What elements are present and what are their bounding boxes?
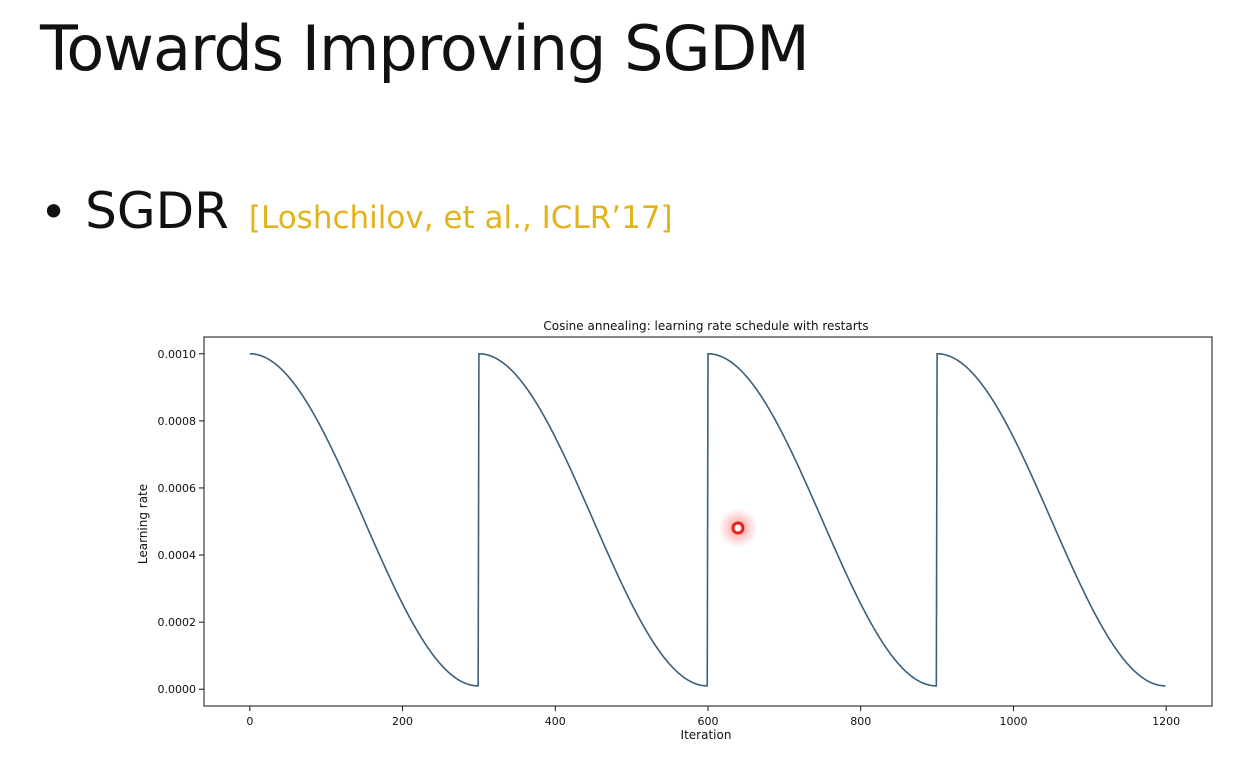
y-tick-label: 0.0006 — [158, 482, 197, 495]
x-tick-label: 200 — [392, 715, 413, 728]
y-axis-ticks: 0.0000 0.0002 0.0004 0.0006 0.0008 0.0010 — [158, 348, 204, 696]
bullet-sgdr: • SGDR [Loshchilov, et al., ICLR’17] — [40, 182, 673, 240]
cursor-indicator — [718, 508, 758, 548]
y-tick-label: 0.0010 — [158, 348, 197, 361]
x-axis-label: Iteration — [681, 728, 732, 742]
y-tick-label: 0.0000 — [158, 683, 197, 696]
x-tick-label: 0 — [246, 715, 253, 728]
learning-rate-line — [249, 352, 1166, 687]
y-axis-label: Learning rate — [136, 484, 150, 564]
cosine-annealing-chart: Cosine annealing: learning rate schedule… — [136, 319, 1213, 742]
x-tick-label: 1000 — [999, 715, 1027, 728]
citation: [Loshchilov, et al., ICLR’17] — [248, 200, 673, 236]
x-tick-label: 800 — [850, 715, 871, 728]
x-tick-label: 600 — [698, 715, 719, 728]
slide-title: Towards Improving SGDM — [40, 12, 810, 85]
x-tick-label: 400 — [545, 715, 566, 728]
x-axis-ticks: 0 200 400 600 800 1000 1200 — [246, 706, 1180, 728]
chart-title: Cosine annealing: learning rate schedule… — [543, 319, 868, 333]
bullet-marker: • — [40, 185, 68, 239]
x-tick-label: 1200 — [1152, 715, 1180, 728]
bullet-text: SGDR — [85, 182, 229, 240]
y-tick-label: 0.0004 — [158, 549, 197, 562]
y-tick-label: 0.0008 — [158, 415, 197, 428]
y-tick-label: 0.0002 — [158, 616, 197, 629]
